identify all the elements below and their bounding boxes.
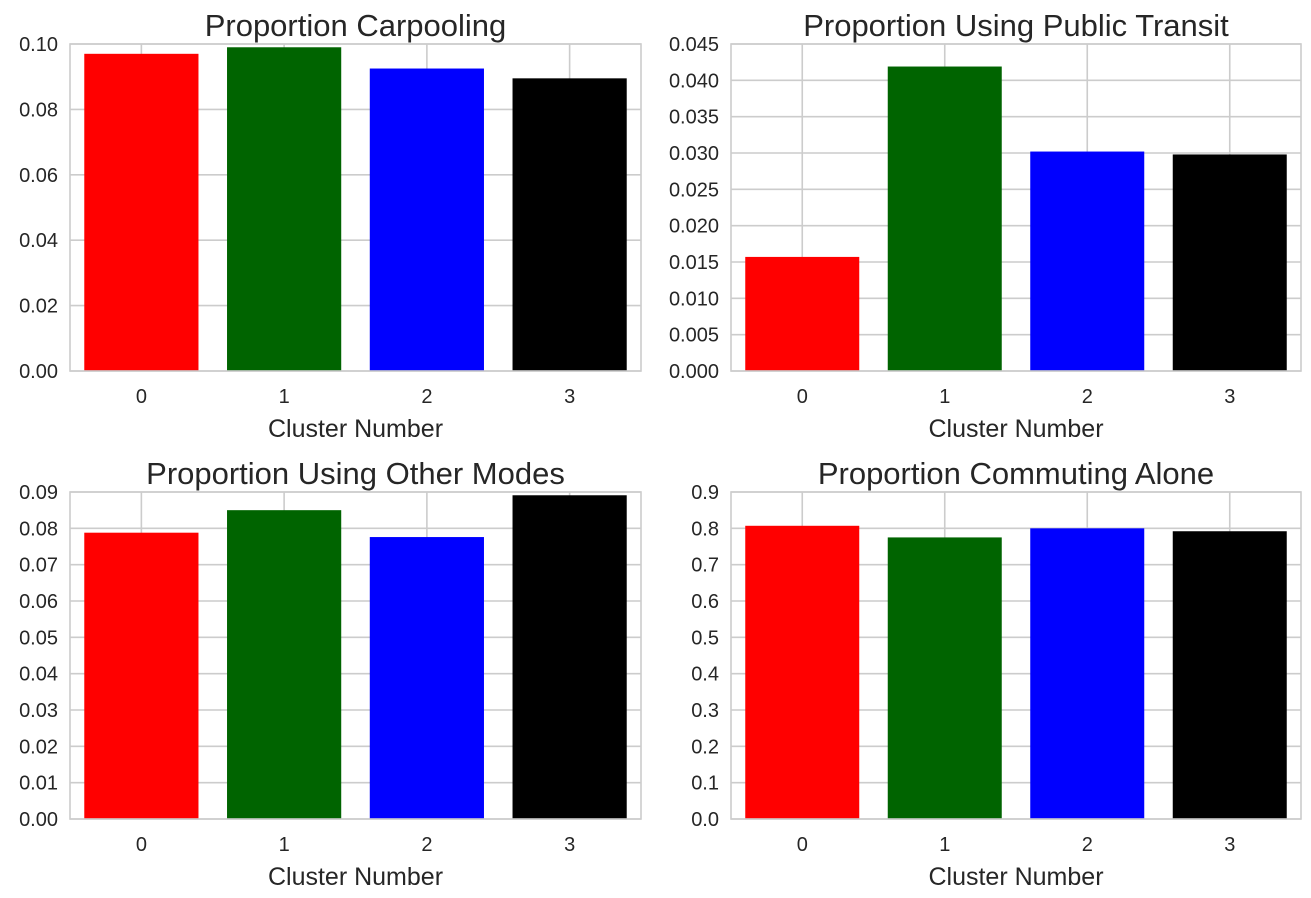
plot-border xyxy=(730,491,1302,820)
y-tick-label: 0.04 xyxy=(19,230,58,252)
x-axis-label: Cluster Number xyxy=(928,415,1103,443)
bar-cluster-2 xyxy=(1030,151,1145,371)
x-tick-label: 2 xyxy=(1082,834,1093,856)
chart-panel-3: 0.00 0.01 0.02 0.03 0.04 0.05 0.06 0.07 0.08 0.09… xyxy=(19,456,642,891)
y-tick-label: 0.06 xyxy=(19,165,58,187)
chart-panel-1: 0.00 0.02 0.04 0.06 0.08 0.10 0 1 2 3 Cluster Numb… xyxy=(19,8,642,443)
chart-panel-2: 0.000 0.005 0.010 0.015 0.020 0.025 0.030 0.035… xyxy=(669,8,1302,443)
y-tick-label: 0.08 xyxy=(19,99,58,121)
y-tick-label: 0.025 xyxy=(669,179,719,201)
y-tick-label: 0.9 xyxy=(691,482,719,504)
x-tick-label: 3 xyxy=(564,386,575,408)
x-tick-label: 0 xyxy=(136,386,147,408)
bar-cluster-2 xyxy=(1030,528,1145,819)
plot-border xyxy=(69,491,642,820)
bar-cluster-0 xyxy=(745,525,860,819)
y-tick-label: 0.1 xyxy=(691,773,719,795)
y-tick-label: 0.040 xyxy=(669,70,719,92)
y-tick-label: 0.000 xyxy=(669,361,719,383)
x-axis-label: Cluster Number xyxy=(268,863,443,891)
y-tick-label: 0.005 xyxy=(669,325,719,347)
y-tick-label: 0.8 xyxy=(691,518,719,540)
y-tick-label: 0.00 xyxy=(19,809,58,831)
y-tick-label: 0.03 xyxy=(19,700,58,722)
y-tick-label: 0.2 xyxy=(691,736,719,758)
y-tick-label: 0.04 xyxy=(19,664,58,686)
y-tick-label: 0.7 xyxy=(691,555,719,577)
y-tick-label: 0.02 xyxy=(19,296,58,318)
y-tick-label: 0.4 xyxy=(691,664,719,686)
y-tick-label: 0.035 xyxy=(669,107,719,129)
x-tick-label: 3 xyxy=(1224,386,1235,408)
y-tick-label: 0.045 xyxy=(669,34,719,56)
y-tick-label: 0.5 xyxy=(691,627,719,649)
chart-title: Proportion Commuting Alone xyxy=(818,456,1214,491)
x-tick-label: 0 xyxy=(136,834,147,856)
x-tick-label: 2 xyxy=(1082,386,1093,408)
bar-cluster-0 xyxy=(84,532,199,819)
y-tick-label: 0.00 xyxy=(19,361,58,383)
bar-cluster-1 xyxy=(887,66,1002,371)
chart-title: Proportion Using Public Transit xyxy=(803,8,1229,43)
x-tick-label: 3 xyxy=(1224,834,1235,856)
bar-cluster-0 xyxy=(84,53,199,372)
x-tick-label: 1 xyxy=(279,386,290,408)
y-tick-label: 0.010 xyxy=(669,288,719,310)
y-tick-label: 0.020 xyxy=(669,216,719,238)
x-axis-label: Cluster Number xyxy=(268,415,443,443)
y-tick-label: 0.3 xyxy=(691,700,719,722)
y-tick-label: 0.02 xyxy=(19,736,58,758)
plot-border xyxy=(69,43,642,372)
y-tick-label: 0.09 xyxy=(19,482,58,504)
x-tick-label: 0 xyxy=(797,386,808,408)
bar-cluster-3 xyxy=(1172,531,1287,819)
bar-cluster-3 xyxy=(1172,154,1287,371)
bar-cluster-2 xyxy=(369,537,484,819)
chart-title: Proportion Carpooling xyxy=(205,8,507,43)
x-axis-label: Cluster Number xyxy=(928,863,1103,891)
y-tick-label: 0.10 xyxy=(19,34,58,56)
chart-panel-4: 0.0 0.1 0.2 0.3 0.4 0.5 0.6 0.7 0.8 0.9 0 1 2 3 Cluste… xyxy=(691,456,1302,891)
y-tick-label: 0.6 xyxy=(691,591,719,613)
y-tick-label: 0.030 xyxy=(669,143,719,165)
x-tick-label: 2 xyxy=(421,834,432,856)
bar-cluster-3 xyxy=(512,495,627,819)
y-tick-label: 0.07 xyxy=(19,555,58,577)
y-tick-label: 0.08 xyxy=(19,518,58,540)
bar-cluster-3 xyxy=(512,78,627,372)
plot-border xyxy=(730,43,1302,372)
y-tick-label: 0.06 xyxy=(19,591,58,613)
bar-cluster-1 xyxy=(227,510,342,819)
x-tick-label: 0 xyxy=(797,834,808,856)
x-tick-label: 1 xyxy=(939,386,950,408)
chart-title: Proportion Using Other Modes xyxy=(146,456,565,491)
y-tick-label: 0.01 xyxy=(19,773,58,795)
x-tick-label: 1 xyxy=(279,834,290,856)
bar-cluster-0 xyxy=(745,256,860,371)
bar-cluster-2 xyxy=(369,68,484,372)
y-tick-label: 0.015 xyxy=(669,252,719,274)
y-tick-label: 0.05 xyxy=(19,627,58,649)
bar-cluster-1 xyxy=(227,47,342,372)
x-tick-label: 3 xyxy=(564,834,575,856)
x-tick-label: 2 xyxy=(421,386,432,408)
x-tick-label: 1 xyxy=(939,834,950,856)
y-tick-label: 0.0 xyxy=(691,809,719,831)
bar-cluster-1 xyxy=(887,537,1002,819)
